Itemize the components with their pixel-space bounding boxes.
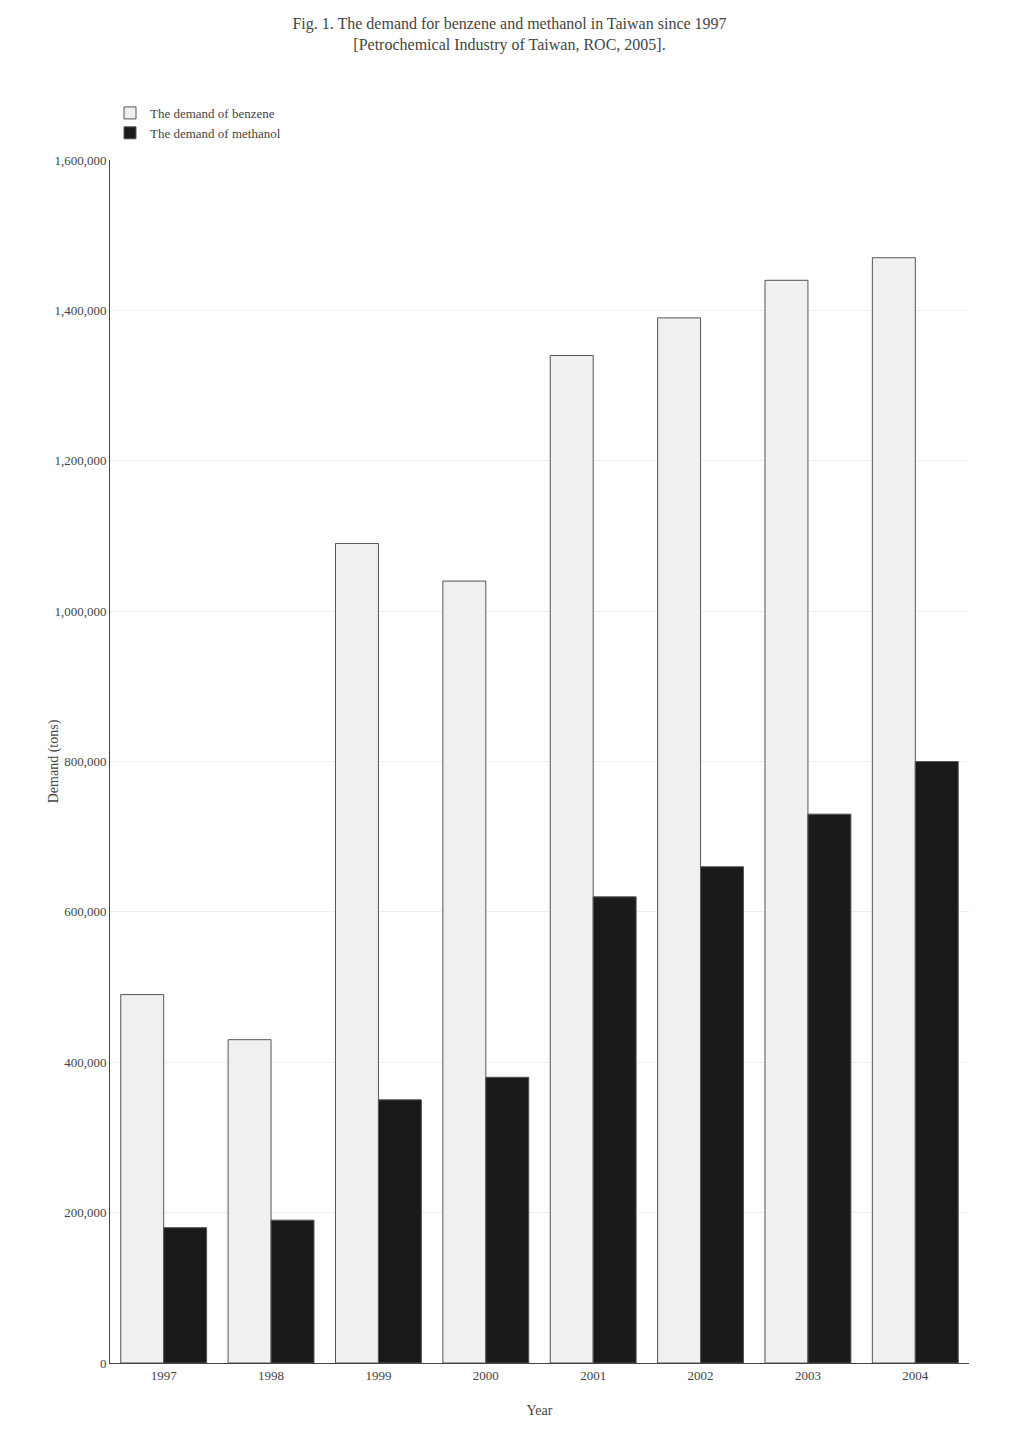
svg-text:1,200,000: 1,200,000 bbox=[54, 453, 106, 468]
svg-text:800,000: 800,000 bbox=[64, 754, 106, 769]
svg-text:2000: 2000 bbox=[473, 1368, 499, 1383]
svg-text:600,000: 600,000 bbox=[64, 904, 106, 919]
svg-text:2001: 2001 bbox=[580, 1368, 606, 1383]
svg-text:400,000: 400,000 bbox=[64, 1055, 106, 1070]
svg-text:2003: 2003 bbox=[795, 1368, 821, 1383]
svg-text:200,000: 200,000 bbox=[64, 1205, 106, 1220]
svg-text:Demand (tons): Demand (tons) bbox=[46, 719, 62, 803]
svg-text:2002: 2002 bbox=[688, 1368, 714, 1383]
svg-text:1,000,000: 1,000,000 bbox=[54, 604, 106, 619]
svg-text:0: 0 bbox=[100, 1356, 107, 1371]
svg-text:1997: 1997 bbox=[151, 1368, 178, 1383]
svg-text:The demand of methanol: The demand of methanol bbox=[150, 126, 281, 141]
svg-text:1999: 1999 bbox=[365, 1368, 391, 1383]
svg-text:Fig. 1. The demand for benzene: Fig. 1. The demand for benzene and metha… bbox=[292, 15, 726, 54]
svg-text:Year: Year bbox=[527, 1403, 553, 1418]
svg-text:2004: 2004 bbox=[902, 1368, 929, 1383]
svg-text:1,400,000: 1,400,000 bbox=[54, 303, 106, 318]
svg-text:The demand of benzene: The demand of benzene bbox=[150, 106, 275, 121]
svg-text:1998: 1998 bbox=[258, 1368, 284, 1383]
svg-text:1,600,000: 1,600,000 bbox=[54, 153, 106, 168]
